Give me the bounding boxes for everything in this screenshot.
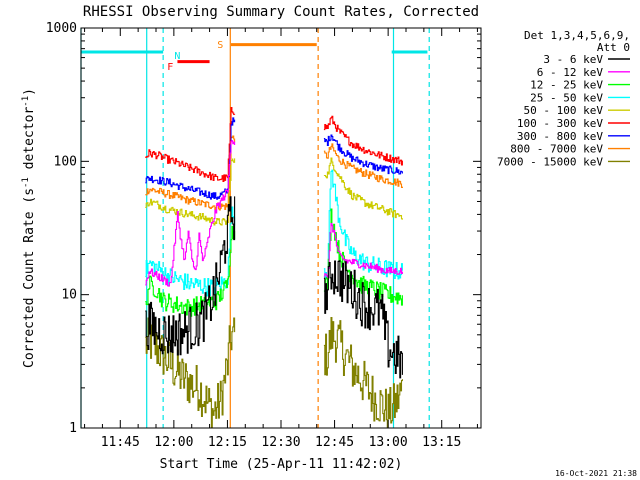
legend-entry-0: 3 - 6 keV xyxy=(543,53,603,66)
legend-header-1: Att 0 xyxy=(597,41,630,54)
legend-entry-5: 100 - 300 keV xyxy=(517,117,603,130)
series-1-segment-1 xyxy=(323,222,403,278)
series-0-segment-0 xyxy=(145,196,236,356)
timestamp: 16-Oct-2021 21:38 xyxy=(555,469,637,478)
y-tick-label-0: 1 xyxy=(69,421,77,436)
plot-area: NF S xyxy=(80,28,430,429)
y-tick-label-2: 100 xyxy=(54,154,77,169)
x-tick-label-5: 13:00 xyxy=(369,435,408,450)
x-tick-label-1: 12:00 xyxy=(154,435,193,450)
legend-entry-8: 7000 - 15000 keV xyxy=(497,155,603,168)
series-6-segment-0 xyxy=(145,117,236,200)
series-8-segment-1 xyxy=(323,316,403,429)
series-6 xyxy=(145,117,403,200)
series-5-segment-0 xyxy=(145,107,236,182)
series-0 xyxy=(145,196,403,379)
series-4-segment-0 xyxy=(145,158,236,226)
legend-entry-2: 12 - 25 keV xyxy=(530,79,603,92)
series-4 xyxy=(145,157,403,226)
series-3 xyxy=(145,169,403,297)
series-6-segment-1 xyxy=(323,134,403,175)
series-7-segment-0 xyxy=(145,135,236,211)
series-1-segment-0 xyxy=(145,140,236,287)
series-3-segment-0 xyxy=(145,206,236,297)
y-tick-label-1: 10 xyxy=(61,288,77,303)
series-8 xyxy=(145,316,403,429)
plot-frame xyxy=(80,27,482,429)
legend-header-0: Det 1,3,4,5,6,9, xyxy=(524,29,630,42)
x-tick-label-6: 13:15 xyxy=(422,435,461,450)
x-axis-label: Start Time (25-Apr-11 11:42:02) xyxy=(160,457,403,472)
series-3-segment-1 xyxy=(323,169,403,280)
series-8-segment-0 xyxy=(145,317,236,429)
series-0-segment-1 xyxy=(323,260,403,379)
event-bar-label-n: N xyxy=(174,51,180,62)
series-4-segment-1 xyxy=(323,157,403,220)
series-1 xyxy=(145,140,403,287)
series-2-segment-0 xyxy=(145,225,236,317)
series-5-segment-1 xyxy=(323,115,403,166)
y-axis-label: Corrected Count Rate (s-1 detector-1) xyxy=(21,88,37,368)
y-tick-label-3: 1000 xyxy=(46,21,77,36)
event-bar-label-s: S xyxy=(217,40,223,51)
series-7 xyxy=(145,135,403,211)
legend-entry-6: 300 - 800 keV xyxy=(517,130,603,143)
legend-entry-4: 50 - 100 keV xyxy=(524,104,604,117)
x-tick-label-4: 12:45 xyxy=(315,435,354,450)
legend-entry-7: 800 - 7000 keV xyxy=(510,143,603,156)
legend-entry-3: 25 - 50 keV xyxy=(530,91,603,104)
x-tick-label-2: 12:15 xyxy=(208,435,247,450)
x-tick-label-0: 11:45 xyxy=(101,435,140,450)
x-tick-label-3: 12:30 xyxy=(261,435,300,450)
series-7-segment-1 xyxy=(323,143,403,188)
legend-entry-1: 6 - 12 keV xyxy=(537,66,604,79)
event-bar-label-f: F xyxy=(167,62,173,73)
series-5 xyxy=(145,107,403,182)
chart-title: RHESSI Observing Summary Count Rates, Co… xyxy=(83,4,479,20)
axes: 11:45 12:00 12:15 12:30 12:45 13:00 13:15 1 10 10… xyxy=(46,21,482,450)
